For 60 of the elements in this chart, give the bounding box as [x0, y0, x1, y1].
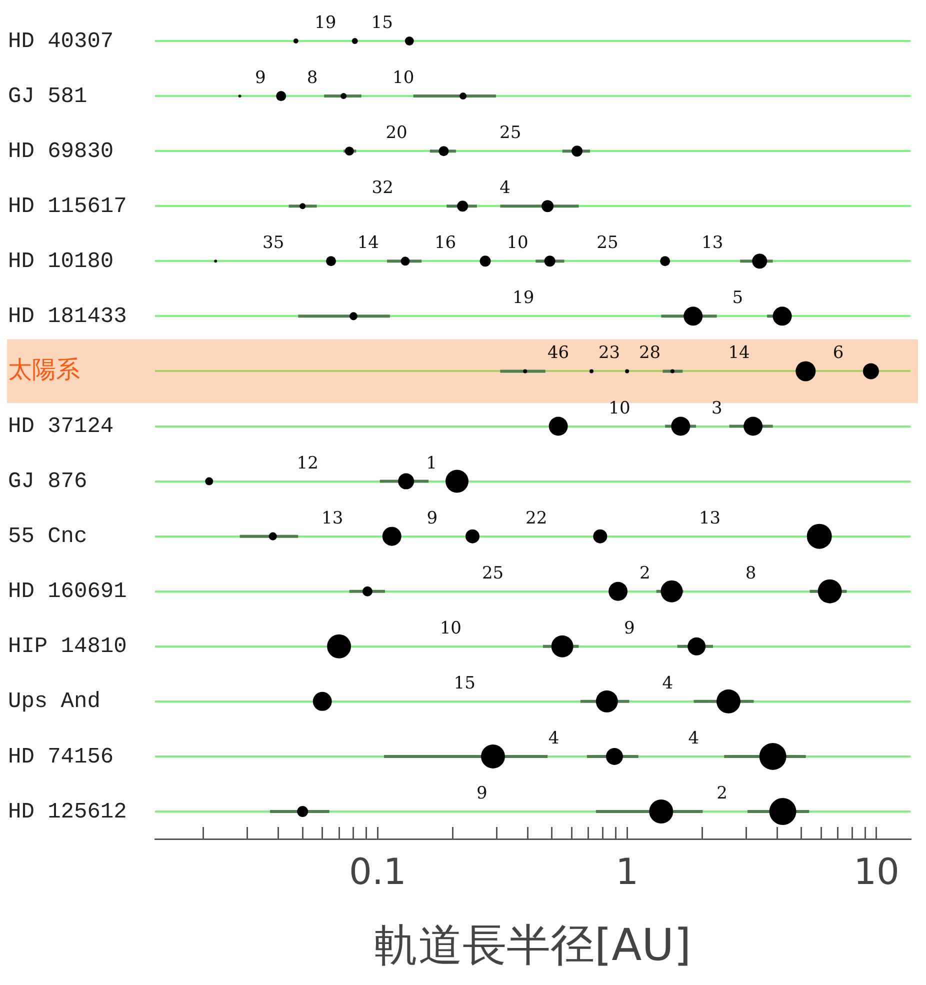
y-tick-label: GJ 581: [8, 84, 88, 109]
x-axis-title: 軌道長半径[AU]: [374, 920, 692, 972]
annotation: 10: [392, 68, 414, 88]
annotation: 9: [426, 508, 438, 528]
annotation: 8: [745, 563, 756, 584]
x-tick-label: 0.1: [349, 852, 406, 893]
annotation: 19: [512, 288, 534, 308]
annotation: 46: [547, 343, 570, 364]
y-tick-label: HD 125612: [8, 799, 127, 824]
y-tick-label: HD 40307: [8, 28, 114, 54]
y-tick-label: HD 37124: [8, 414, 114, 440]
annotation: 15: [454, 673, 476, 694]
annotation: 13: [702, 233, 724, 254]
annotation: 2: [716, 783, 728, 804]
annotation: 16: [434, 233, 456, 254]
y-tick-label: 55 Cnc: [8, 524, 88, 550]
annotation: 4: [548, 728, 560, 748]
annotation: 9: [476, 783, 488, 804]
annotation: 22: [526, 508, 548, 528]
annotation: 9: [255, 68, 266, 88]
annotation: 3: [711, 398, 722, 418]
annotation: 5: [732, 288, 744, 308]
annotation: 14: [728, 343, 750, 364]
annotation: 15: [371, 13, 393, 34]
y-tick-label: HD 115617: [8, 194, 127, 219]
annotation: 10: [440, 618, 462, 638]
annotation: 14: [357, 233, 379, 254]
y-tick-label: GJ 876: [8, 469, 88, 494]
y-tick-label: HD 160691: [8, 579, 127, 604]
annotation: 13: [698, 508, 721, 528]
annotation: 4: [688, 728, 700, 748]
y-tick-label: HIP 14810: [8, 634, 127, 660]
annotation: 9: [624, 618, 635, 638]
annotation: 32: [372, 178, 394, 198]
y-tick-label: Ups And: [8, 689, 100, 714]
y-tick-label: HD 10180: [8, 248, 114, 274]
annotation: 25: [596, 233, 618, 254]
y-tick-label: HD 69830: [8, 138, 114, 164]
annotation: 12: [296, 453, 318, 474]
annotation: 8: [306, 68, 318, 88]
annotation: 6: [832, 343, 844, 364]
annotation: 25: [482, 563, 504, 584]
annotation: 19: [314, 13, 336, 34]
annotation: 13: [322, 508, 344, 528]
annotation: 2: [639, 563, 650, 584]
annotation: 20: [386, 123, 408, 144]
annotation: 10: [608, 398, 630, 418]
annotation: 4: [662, 673, 674, 694]
annotation: 25: [500, 123, 522, 144]
x-tick-label: 1: [616, 852, 639, 893]
annotation: 23: [598, 343, 620, 364]
annotation: 28: [638, 343, 661, 364]
annotation: 1: [426, 453, 437, 474]
y-tick-label: HD 181433: [8, 304, 127, 330]
y-tick-label: 太陽系: [8, 355, 80, 384]
x-tick-label: 10: [854, 852, 900, 893]
annotation: 10: [506, 233, 528, 254]
annotation: 4: [500, 178, 510, 198]
y-tick-label: HD 74156: [8, 744, 114, 770]
annotation: 35: [262, 233, 284, 254]
